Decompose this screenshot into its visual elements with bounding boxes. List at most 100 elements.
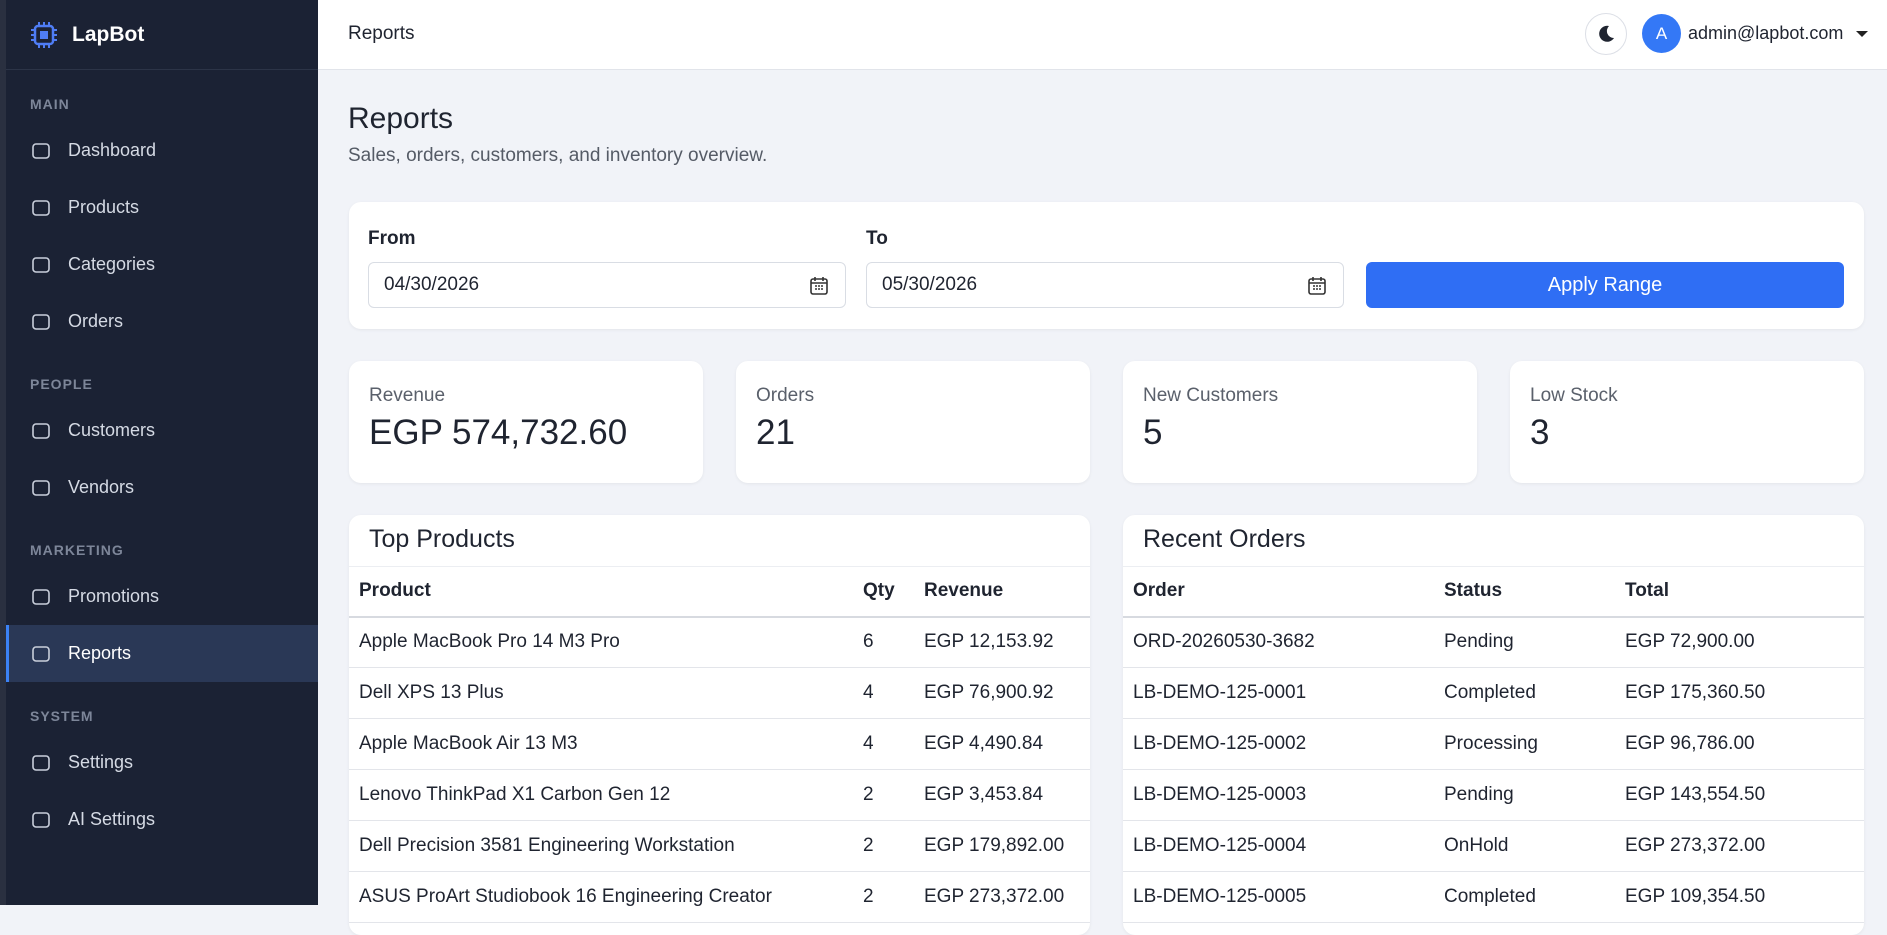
nav-item[interactable]: AI Settings [6, 791, 318, 848]
nav-item[interactable]: Products [6, 179, 318, 236]
nav-section: SYSTEM [30, 708, 94, 724]
cell: ORD-20260530-3682 [1123, 616, 1443, 668]
cell: LB-DEMO-125-0001 [1123, 667, 1443, 719]
cell: 2 [862, 871, 923, 923]
to-input[interactable]: 05/30/2026 [866, 262, 1344, 308]
stat-label: Revenue [369, 385, 446, 406]
row: LB-DEMO-125-0001 Completed EGP 175,360.50 [1123, 667, 1864, 719]
row: Dell XPS 13 Plus 4 EGP 76,900.92 [349, 667, 1090, 719]
apply-button[interactable]: Apply Range [1366, 262, 1844, 308]
cell: EGP 273,372.00 [1624, 820, 1864, 872]
user-email[interactable]: admin@lapbot.com [1688, 23, 1844, 43]
nav-icon [32, 256, 50, 273]
stat-label: New Customers [1143, 385, 1279, 406]
nav-item[interactable]: Orders [6, 293, 318, 350]
nav-label: Dashboard [68, 140, 157, 160]
stat-value: 21 [756, 413, 795, 452]
cell: Pending [1443, 616, 1624, 668]
nav-section: MAIN [30, 96, 70, 112]
nav: MAIN Dashboard Products Categories Orders PEO… [6, 70, 318, 848]
cell: EGP 143,554.50 [1624, 769, 1864, 821]
sidebar: LapBot MAIN Dashboard Products Categories Or… [0, 0, 318, 905]
cell: EGP 76,900.92 [923, 667, 1090, 719]
nav-icon [32, 199, 50, 216]
row: LB-DEMO-125-0004 OnHold EGP 273,372.00 [1123, 820, 1864, 872]
row: Dell Precision 3581 Engineering Workstat… [349, 820, 1090, 872]
top-products-card: Top Products Product Qty Revenue Apple MacBo… [349, 515, 1090, 935]
nav-label: Products [68, 197, 140, 217]
nav-icon [32, 422, 50, 439]
stat-value: 3 [1530, 413, 1550, 452]
filter-card: From 04/30/2026 To 05/30/2026 Apply Rang… [349, 202, 1864, 329]
nav-item[interactable]: Reports [6, 625, 318, 682]
from-input[interactable]: 04/30/2026 [368, 262, 846, 308]
nav-item[interactable]: Vendors [6, 459, 318, 516]
cell: EGP 3,453.84 [923, 769, 1090, 821]
nav-item[interactable]: Categories [6, 236, 318, 293]
nav-icon [32, 479, 50, 496]
nav-label: Customers [68, 420, 156, 440]
column-header: Product [349, 566, 862, 618]
from-value: 04/30/2026 [384, 274, 480, 295]
nav-item[interactable]: Dashboard [6, 122, 318, 179]
nav-icon [32, 588, 50, 605]
theme-toggle[interactable] [1585, 13, 1627, 55]
stat-card: Revenue EGP 574,732.60 [349, 361, 703, 483]
cell: LB-DEMO-125-0002 [1123, 718, 1443, 770]
nav-icon [32, 754, 50, 771]
to-value: 05/30/2026 [882, 274, 978, 295]
cell: EGP 12,153.92 [923, 616, 1090, 668]
cell: EGP 179,892.00 [923, 820, 1090, 872]
brand[interactable]: LapBot [6, 0, 318, 70]
brand-name: LapBot [72, 22, 145, 46]
nav-section: PEOPLE [30, 376, 93, 392]
from-label: From [368, 228, 416, 249]
cell: Apple MacBook Air 13 M3 [349, 718, 862, 770]
column-header: Qty [862, 566, 923, 618]
nav-section: MARKETING [30, 542, 124, 558]
nav-item[interactable]: Promotions [6, 568, 318, 625]
cell: 2 [862, 820, 923, 872]
nav-icon [32, 142, 50, 159]
page-subtitle: Sales, orders, customers, and inventory … [348, 145, 768, 166]
nav-icon [32, 313, 50, 330]
nav-label: Orders [68, 311, 124, 331]
column-header: Total [1624, 566, 1864, 618]
cell: EGP 273,372.00 [923, 871, 1090, 923]
topbar: Reports A admin@lapbot.com [318, 0, 1887, 70]
cell: 4 [862, 667, 923, 719]
table: Product Qty Revenue Apple MacBook Pro 14 M3… [349, 566, 1090, 923]
page-title: Reports [348, 102, 454, 135]
nav-icon [32, 811, 50, 828]
column-header: Order [1123, 566, 1443, 618]
cell: EGP 109,354.50 [1624, 871, 1864, 923]
stat-value: 5 [1143, 413, 1163, 452]
stat-card: Orders 21 [736, 361, 1090, 483]
user-caret[interactable] [1856, 31, 1868, 43]
row: Lenovo ThinkPad X1 Carbon Gen 12 2 EGP 3,4… [349, 769, 1090, 821]
nav-label: Categories [68, 254, 156, 274]
card-title: Recent Orders [1143, 525, 1306, 553]
nav-item[interactable]: Settings [6, 734, 318, 791]
nav-label: Settings [68, 752, 134, 772]
nav-item[interactable]: Customers [6, 402, 318, 459]
nav-label: Reports [68, 643, 132, 663]
stat-label: Low Stock [1530, 385, 1618, 406]
nav-icon [32, 645, 50, 662]
stat-card: Low Stock 3 [1510, 361, 1864, 483]
cell: Lenovo ThinkPad X1 Carbon Gen 12 [349, 769, 862, 821]
cell: LB-DEMO-125-0005 [1123, 871, 1443, 923]
stat-value: EGP 574,732.60 [369, 413, 628, 452]
column-header: Revenue [923, 566, 1090, 618]
cell: 6 [862, 616, 923, 668]
cell: 4 [862, 718, 923, 770]
cell: EGP 4,490.84 [923, 718, 1090, 770]
row: LB-DEMO-125-0005 Completed EGP 109,354.50 [1123, 871, 1864, 923]
row: ORD-20260530-3682 Pending EGP 72,900.00 [1123, 616, 1864, 668]
to-label: To [866, 228, 888, 249]
nav-label: AI Settings [68, 809, 156, 829]
cell: EGP 72,900.00 [1624, 616, 1864, 668]
cell: Dell XPS 13 Plus [349, 667, 862, 719]
avatar[interactable]: A [1642, 14, 1681, 53]
